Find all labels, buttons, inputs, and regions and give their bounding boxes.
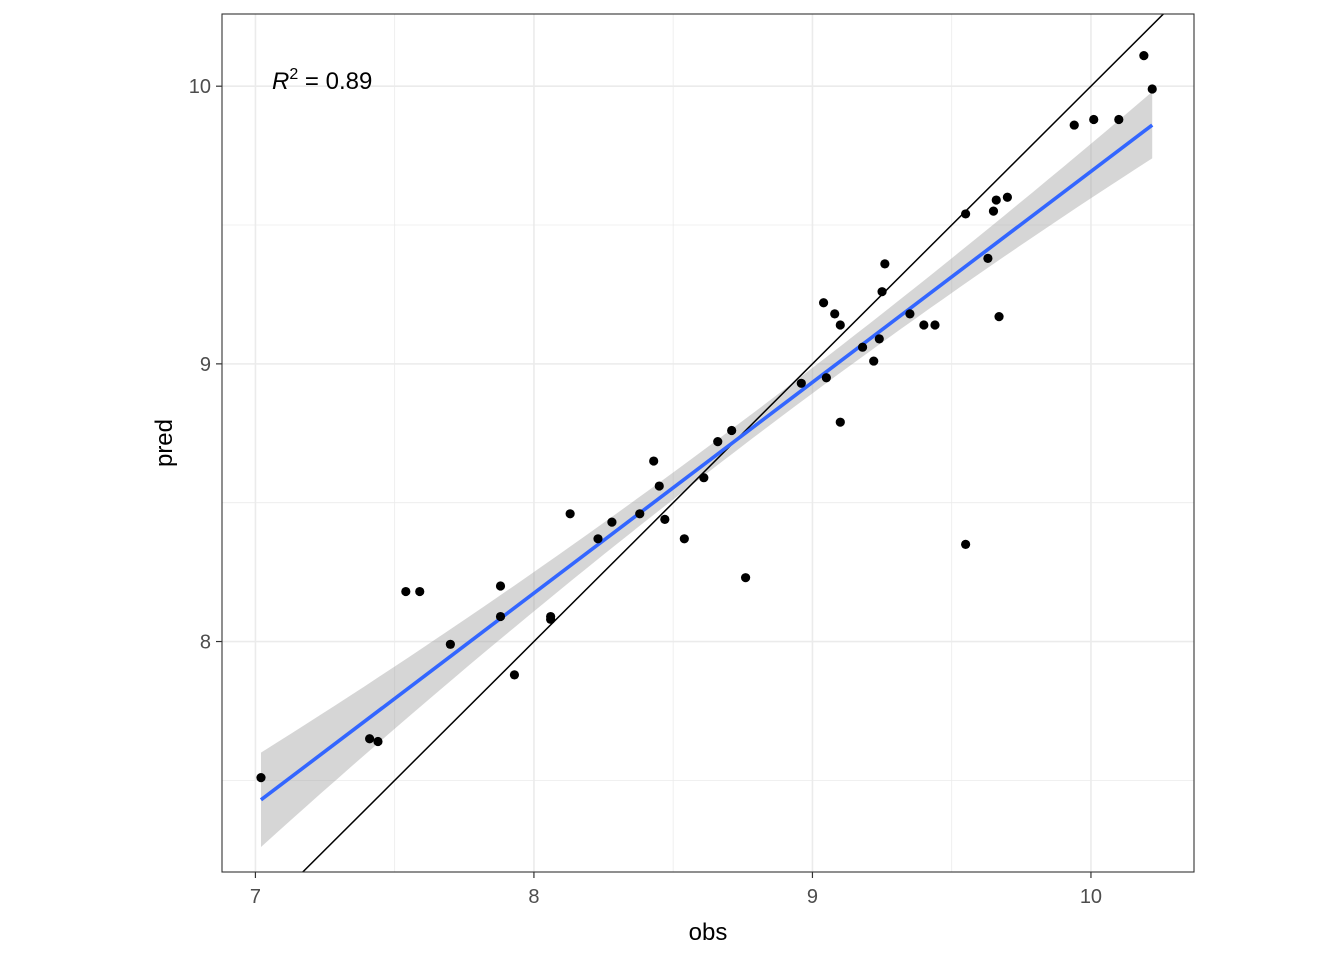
data-layer <box>256 14 1165 872</box>
data-point <box>880 259 890 269</box>
data-point <box>905 309 915 319</box>
data-point <box>994 312 1004 322</box>
data-point <box>991 195 1001 205</box>
x-tick-label: 8 <box>528 886 539 908</box>
data-point <box>713 437 723 447</box>
y-tick-label: 10 <box>189 76 211 98</box>
data-point <box>401 586 411 597</box>
data-point <box>495 611 506 622</box>
y-axis-title: pred <box>151 419 178 467</box>
plot-panel <box>222 14 1194 872</box>
data-point <box>919 320 929 330</box>
data-point <box>593 534 603 544</box>
data-point <box>961 209 971 219</box>
data-point <box>869 356 879 366</box>
data-point <box>857 342 868 352</box>
annotation-value: = 0.89 <box>298 68 372 95</box>
annotation-r2: R2 = 0.89 <box>272 66 372 95</box>
y-tick-label: 9 <box>200 354 211 376</box>
data-point <box>256 772 266 783</box>
data-point <box>830 309 840 319</box>
data-point <box>546 614 556 624</box>
data-point <box>1089 114 1099 125</box>
data-point <box>509 670 520 680</box>
data-point <box>607 517 617 527</box>
panel-border <box>221 13 1195 873</box>
data-point <box>649 456 659 466</box>
data-point <box>654 481 664 491</box>
data-point <box>835 417 845 427</box>
data-point <box>373 736 383 747</box>
data-point <box>877 287 887 297</box>
data-point <box>415 586 425 597</box>
data-point <box>988 206 999 216</box>
data-point <box>930 320 940 330</box>
grid-lines <box>222 14 1194 872</box>
data-point <box>660 514 670 524</box>
data-point <box>1114 114 1124 125</box>
data-point <box>1069 120 1079 130</box>
data-point <box>727 425 737 436</box>
data-point <box>874 334 884 344</box>
x-axis-title: obs <box>689 919 728 946</box>
data-point <box>835 320 845 330</box>
fit-line <box>259 123 1154 802</box>
data-point <box>740 573 751 583</box>
data-point <box>821 373 831 383</box>
data-point <box>1002 192 1012 202</box>
identity-line <box>301 14 1165 872</box>
x-tick-label: 10 <box>1080 886 1102 908</box>
data-point <box>495 581 506 591</box>
axes: 7 8 9 10 8 9 10 <box>189 76 1102 908</box>
annotation-superscript: 2 <box>289 66 298 83</box>
data-point <box>1147 84 1157 94</box>
data-point <box>961 539 971 549</box>
data-point <box>565 509 575 519</box>
data-point <box>635 509 645 519</box>
data-point <box>699 473 709 483</box>
y-tick-label: 8 <box>200 632 211 654</box>
x-tick-label: 7 <box>250 886 261 908</box>
annotation-r-letter: R <box>272 68 289 95</box>
x-tick-label: 9 <box>807 886 818 908</box>
data-point <box>679 534 689 544</box>
data-point <box>365 734 375 744</box>
data-point <box>818 298 829 308</box>
data-point <box>796 378 806 388</box>
data-point <box>445 639 455 649</box>
data-point <box>983 253 993 263</box>
data-point <box>1139 51 1149 61</box>
